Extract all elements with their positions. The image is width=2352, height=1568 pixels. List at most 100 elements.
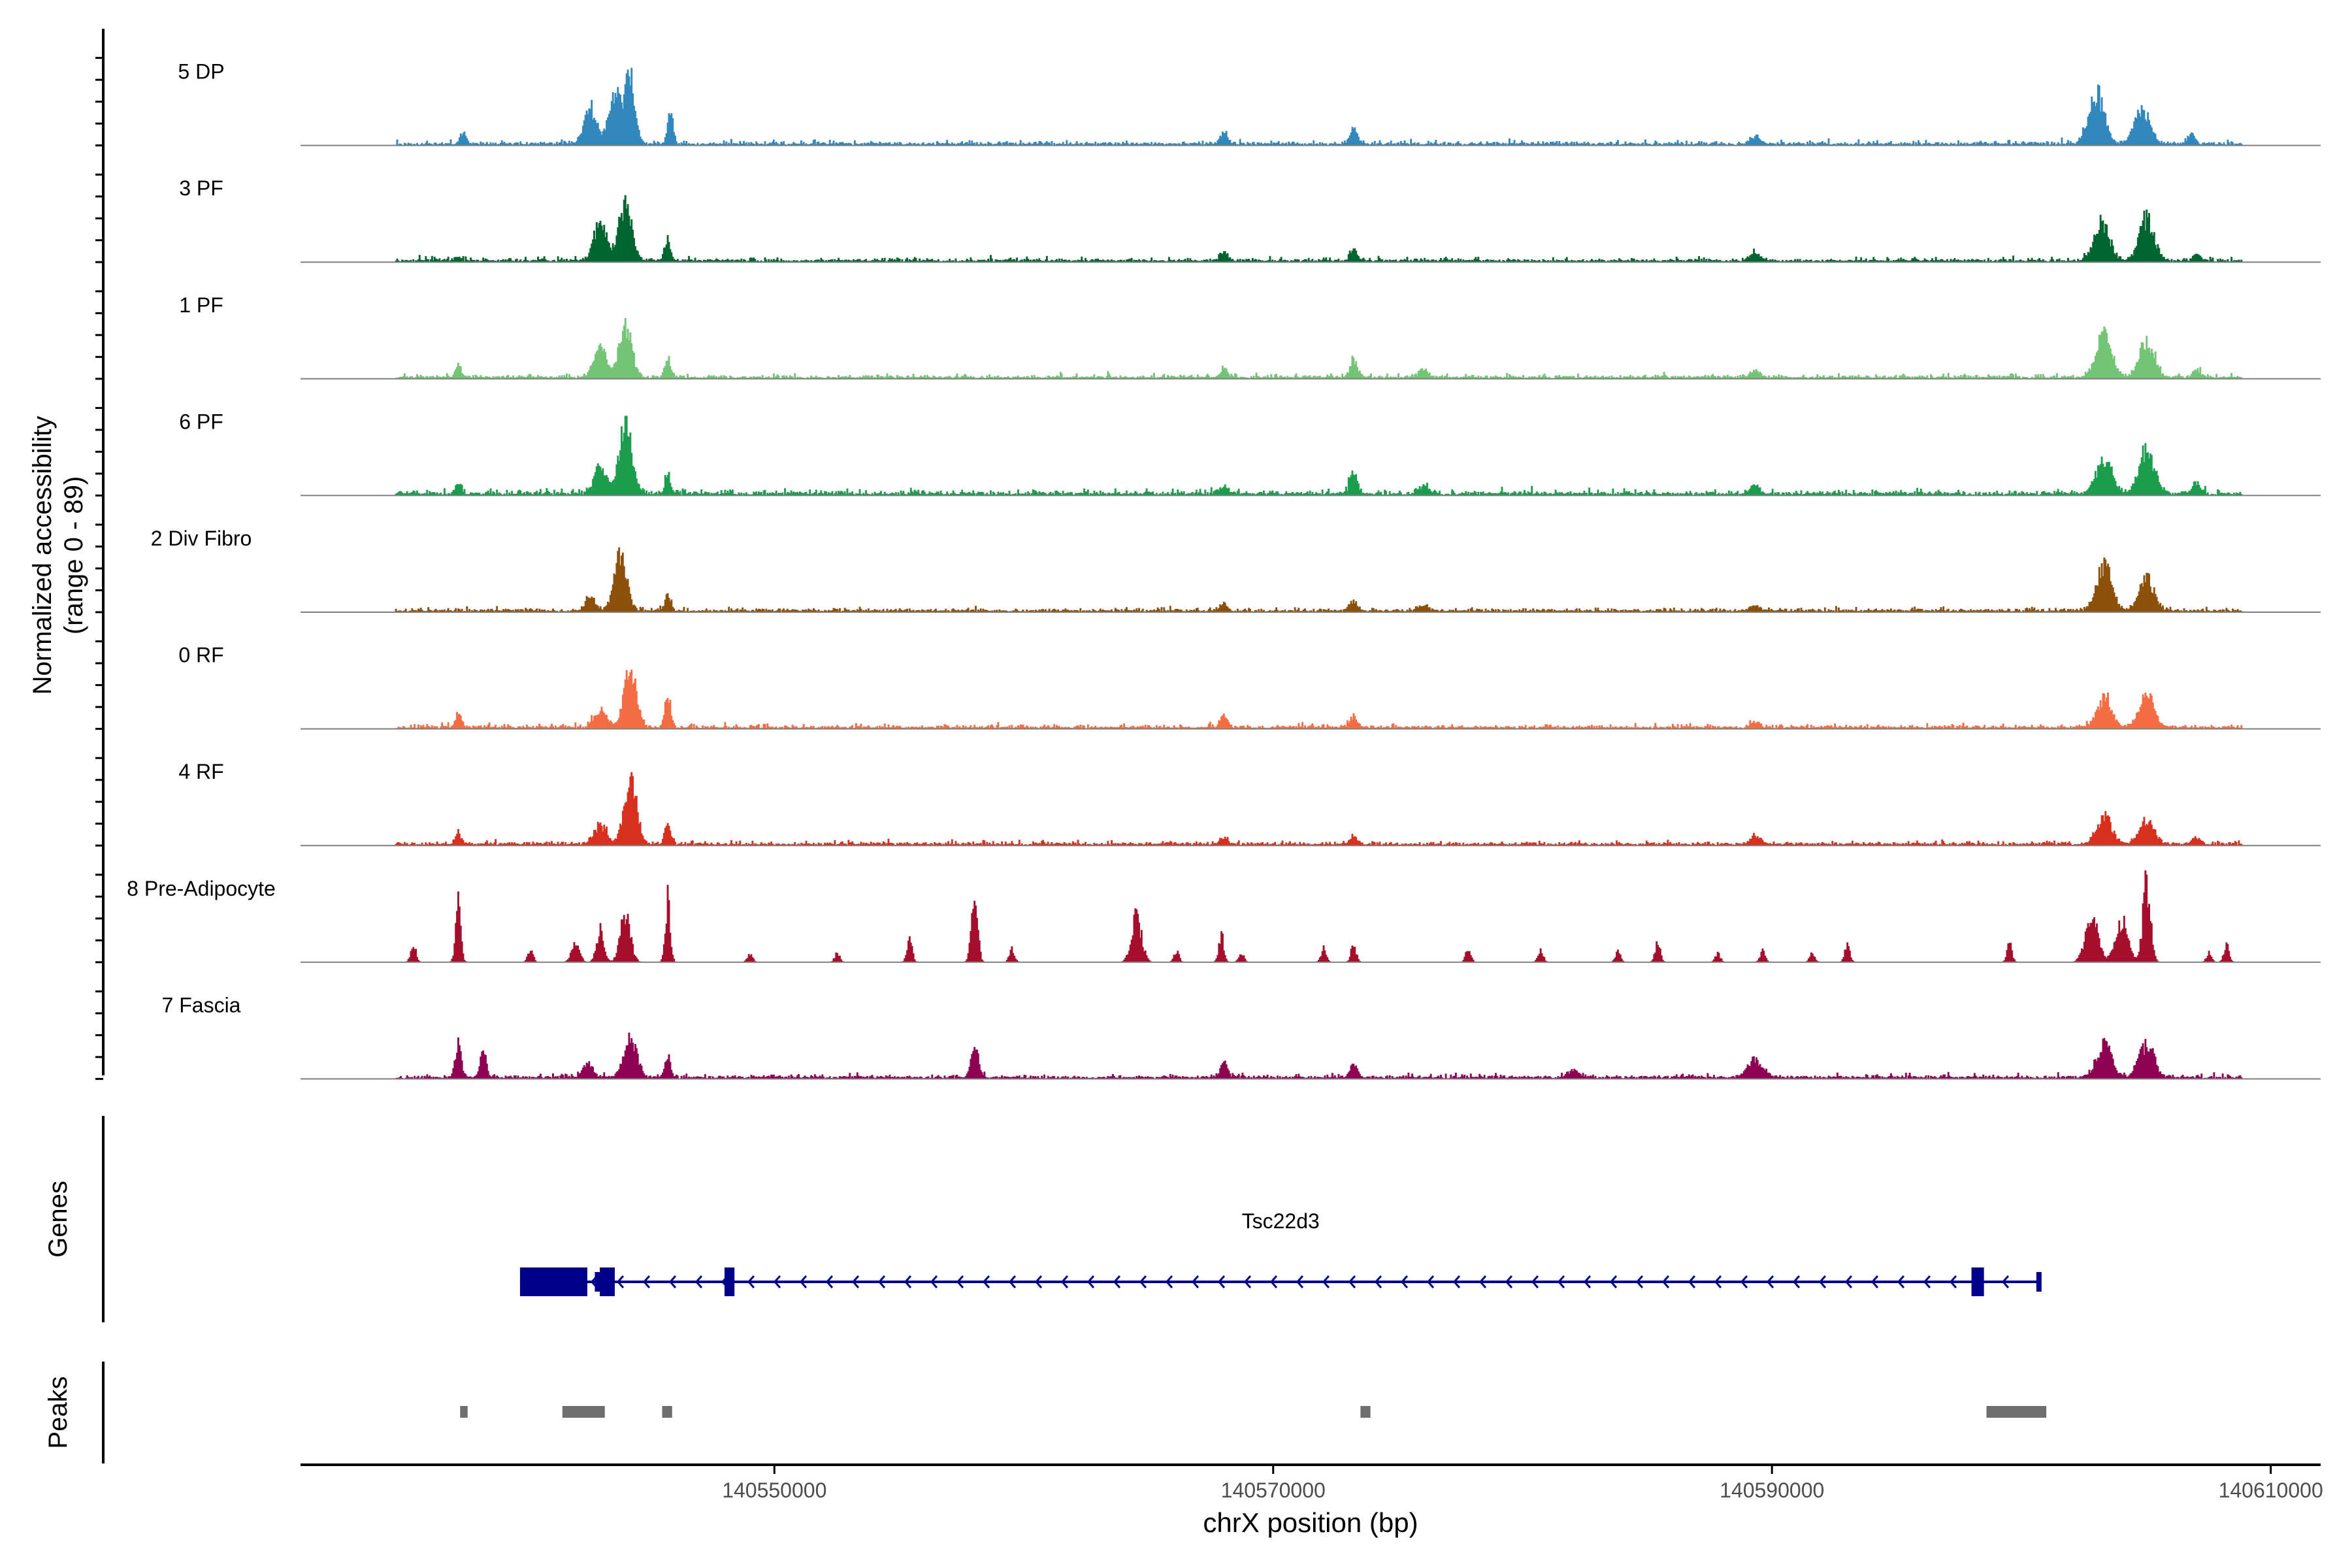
strand-arrow <box>642 1275 651 1288</box>
coverage-tracks: 5 DP 3 PF 1 PF 6 PF 2 Div Fibro 0 RF 4 RF 8 Pre… <box>127 60 2321 1080</box>
track-label: 1 PF <box>179 293 223 317</box>
x-tick-label: 140590000 <box>1720 1478 1824 1502</box>
strand-arrow <box>1269 1275 1278 1288</box>
strand-arrow <box>825 1275 834 1288</box>
peak-region <box>460 1406 468 1418</box>
strand-arrow <box>1870 1275 1879 1288</box>
track-2-div-fibro: 2 Div Fibro <box>151 527 2321 613</box>
strand-arrow <box>877 1275 886 1288</box>
track-8-pre-adipocyte: 8 Pre-Adipocyte <box>127 870 2321 963</box>
strand-arrow <box>1766 1275 1774 1288</box>
strand-arrow <box>799 1275 808 1288</box>
strand-arrow <box>1322 1275 1330 1288</box>
strand-arrow <box>1609 1275 1618 1288</box>
strand-arrow <box>1086 1275 1095 1288</box>
gene-exon <box>595 1272 600 1292</box>
strand-arrow <box>904 1275 912 1288</box>
track-0-rf: 0 RF <box>178 644 2321 730</box>
track-5-dp: 5 DP <box>178 60 2321 146</box>
strand-arrow <box>982 1275 990 1288</box>
x-axis-title: chrX position (bp) <box>1203 1507 1418 1538</box>
track-3-pf: 3 PF <box>179 176 2321 263</box>
y-axis-label-range: (range 0 - 89) <box>59 476 88 634</box>
peaks-label: Peaks <box>44 1376 73 1448</box>
peak-region <box>562 1406 605 1418</box>
genes-label: Genes <box>44 1181 73 1258</box>
strand-arrow <box>616 1275 625 1288</box>
strand-arrow <box>1113 1275 1121 1288</box>
strand-arrow <box>1714 1275 1722 1288</box>
strand-arrow <box>1661 1275 1670 1288</box>
peak-region <box>1360 1406 1371 1418</box>
track-label: 3 PF <box>179 176 223 200</box>
strand-arrow <box>851 1275 860 1288</box>
x-tick-label: 140550000 <box>722 1478 826 1502</box>
strand-arrow <box>1635 1275 1644 1288</box>
strand-arrow <box>1034 1275 1043 1288</box>
x-tick-label: 140610000 <box>2219 1478 2323 1502</box>
strand-arrow <box>1374 1275 1382 1288</box>
strand-arrow <box>1348 1275 1356 1288</box>
genes-panel: Genes Tsc22d3 <box>44 1116 2042 1322</box>
gene-exon <box>2036 1272 2042 1292</box>
track-label: 5 DP <box>178 60 224 84</box>
strand-arrow <box>2001 1275 2010 1288</box>
strand-arrow <box>930 1275 938 1288</box>
y-axis-label: Normalized accessibility <box>28 416 57 695</box>
track-label: 4 RF <box>178 760 223 783</box>
strand-arrow <box>1923 1275 1931 1288</box>
strand-arrow <box>1583 1275 1592 1288</box>
peaks-panel: Peaks <box>44 1362 2047 1463</box>
strand-arrow <box>1243 1275 1252 1288</box>
gene-exon <box>519 1267 587 1296</box>
strand-arrow <box>1557 1275 1565 1288</box>
strand-arrow <box>1818 1275 1827 1288</box>
x-tick-label: 140570000 <box>1221 1478 1326 1502</box>
strand-arrow <box>1505 1275 1513 1288</box>
track-1-pf: 1 PF <box>179 293 2321 380</box>
gene-exon <box>1971 1267 1984 1296</box>
strand-arrow <box>1792 1275 1801 1288</box>
strand-arrow <box>1426 1275 1435 1288</box>
strand-arrow <box>694 1275 703 1288</box>
track-label: 8 Pre-Adipocyte <box>127 877 276 900</box>
strand-arrow <box>1531 1275 1539 1288</box>
gene-model <box>519 1267 2042 1296</box>
strand-arrow <box>1452 1275 1461 1288</box>
gene-exon <box>600 1267 615 1296</box>
strand-arrow <box>1400 1275 1409 1288</box>
track-label: 0 RF <box>178 644 223 667</box>
track-4-rf: 4 RF <box>178 760 2321 847</box>
gene-exon <box>724 1267 735 1296</box>
track-label: 6 PF <box>179 410 223 433</box>
x-ticks: 140550000 140570000 140590000 140610000 <box>722 1465 2323 1502</box>
strand-arrow <box>1191 1275 1200 1288</box>
strand-arrow <box>1008 1275 1017 1288</box>
coverage-area <box>395 416 2243 496</box>
peak-regions <box>460 1406 2047 1418</box>
gene-name-label: Tsc22d3 <box>1242 1209 1320 1233</box>
strand-arrow <box>1897 1275 1905 1288</box>
peak-region <box>662 1406 672 1418</box>
track-label: 7 Fascia <box>162 993 241 1017</box>
strand-arrow <box>1296 1275 1304 1288</box>
strand-arrow <box>1844 1275 1853 1288</box>
strand-arrow <box>747 1275 755 1288</box>
strand-arrow <box>1740 1275 1748 1288</box>
peak-region <box>1986 1406 2047 1418</box>
strand-arrow <box>1949 1275 1957 1288</box>
strand-arrow <box>1217 1275 1226 1288</box>
strand-arrow <box>1165 1275 1173 1288</box>
strand-arrow <box>956 1275 964 1288</box>
strand-arrow <box>1060 1275 1069 1288</box>
track-6-pf: 6 PF <box>179 410 2321 497</box>
strand-arrow <box>668 1275 677 1288</box>
track-label: 2 Div Fibro <box>151 527 252 550</box>
coverage-y-axis <box>95 29 105 1080</box>
strand-arrow <box>1139 1275 1147 1288</box>
track-7-fascia: 7 Fascia <box>162 993 2321 1080</box>
strand-arrow <box>773 1275 781 1288</box>
x-axis: 140550000 140570000 140590000 140610000 chr… <box>301 1463 2323 1538</box>
